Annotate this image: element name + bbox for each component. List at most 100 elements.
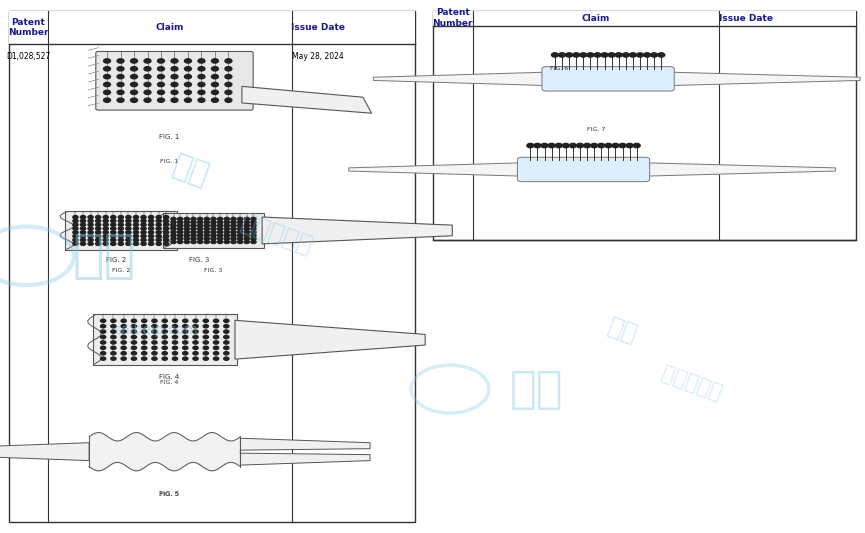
Text: Claim: Claim — [581, 14, 610, 22]
Circle shape — [119, 227, 124, 230]
Circle shape — [657, 53, 664, 57]
Circle shape — [251, 221, 256, 224]
Circle shape — [225, 67, 232, 71]
Circle shape — [80, 220, 86, 223]
FancyBboxPatch shape — [163, 213, 264, 248]
Circle shape — [142, 319, 147, 322]
Text: FIG. 5: FIG. 5 — [161, 492, 179, 497]
Circle shape — [133, 235, 138, 238]
Circle shape — [211, 237, 216, 240]
Circle shape — [626, 143, 633, 148]
Circle shape — [580, 53, 586, 57]
Circle shape — [172, 341, 177, 344]
Circle shape — [144, 75, 151, 79]
Circle shape — [193, 319, 198, 322]
Circle shape — [141, 231, 146, 234]
Circle shape — [211, 221, 216, 224]
Circle shape — [198, 98, 205, 102]
Circle shape — [111, 346, 116, 350]
Circle shape — [615, 53, 622, 57]
Circle shape — [149, 238, 154, 241]
Circle shape — [142, 330, 147, 333]
Circle shape — [224, 341, 229, 344]
Text: 赛贝: 赛贝 — [73, 230, 136, 282]
Circle shape — [238, 227, 243, 230]
Circle shape — [171, 75, 178, 79]
Circle shape — [238, 221, 243, 224]
Circle shape — [172, 325, 177, 328]
Circle shape — [149, 235, 154, 238]
Circle shape — [80, 235, 86, 238]
Circle shape — [218, 227, 223, 230]
Circle shape — [193, 352, 198, 355]
Circle shape — [211, 217, 216, 221]
Circle shape — [214, 325, 219, 328]
Circle shape — [117, 90, 124, 94]
Circle shape — [577, 143, 584, 148]
Circle shape — [111, 223, 116, 227]
Circle shape — [131, 59, 138, 63]
Circle shape — [142, 352, 147, 355]
Circle shape — [191, 230, 196, 233]
Circle shape — [131, 352, 137, 355]
Circle shape — [619, 143, 626, 148]
Text: Claim: Claim — [156, 23, 183, 32]
Circle shape — [171, 237, 176, 240]
Polygon shape — [175, 215, 365, 245]
Circle shape — [193, 325, 198, 328]
Circle shape — [156, 223, 161, 227]
Circle shape — [231, 227, 236, 230]
Circle shape — [119, 238, 124, 241]
Text: FIG. 1: FIG. 1 — [159, 134, 180, 140]
Circle shape — [100, 352, 106, 355]
Circle shape — [131, 98, 138, 102]
Circle shape — [633, 143, 640, 148]
Circle shape — [184, 90, 191, 94]
Circle shape — [144, 90, 151, 94]
Circle shape — [111, 341, 116, 344]
Circle shape — [144, 98, 151, 102]
Circle shape — [548, 143, 555, 148]
Text: FIG. 7: FIG. 7 — [586, 127, 605, 132]
Circle shape — [73, 223, 78, 227]
Circle shape — [142, 341, 147, 344]
Circle shape — [224, 240, 229, 244]
Circle shape — [203, 330, 208, 333]
Circle shape — [203, 319, 208, 322]
Circle shape — [171, 234, 176, 237]
Circle shape — [73, 238, 78, 241]
Polygon shape — [670, 72, 860, 85]
Circle shape — [594, 53, 601, 57]
Circle shape — [251, 217, 256, 221]
Circle shape — [569, 143, 576, 148]
Circle shape — [152, 357, 157, 360]
Circle shape — [172, 352, 177, 355]
Polygon shape — [240, 438, 370, 465]
Circle shape — [244, 224, 249, 227]
Circle shape — [163, 220, 169, 223]
Circle shape — [152, 325, 157, 328]
Circle shape — [231, 230, 236, 233]
Circle shape — [80, 223, 86, 227]
Circle shape — [224, 221, 229, 224]
Circle shape — [244, 217, 249, 221]
Circle shape — [184, 67, 191, 71]
Circle shape — [121, 352, 126, 355]
Circle shape — [149, 223, 154, 227]
Circle shape — [131, 75, 138, 79]
Circle shape — [152, 346, 157, 350]
Circle shape — [131, 83, 138, 87]
Circle shape — [191, 240, 196, 244]
Circle shape — [121, 319, 126, 322]
Circle shape — [156, 242, 161, 245]
Circle shape — [157, 67, 164, 71]
Circle shape — [100, 325, 106, 328]
Circle shape — [144, 67, 151, 71]
Circle shape — [193, 346, 198, 350]
Circle shape — [183, 325, 188, 328]
Circle shape — [73, 235, 78, 238]
Circle shape — [231, 240, 236, 244]
Circle shape — [251, 240, 256, 244]
Circle shape — [157, 98, 164, 102]
Circle shape — [162, 319, 167, 322]
